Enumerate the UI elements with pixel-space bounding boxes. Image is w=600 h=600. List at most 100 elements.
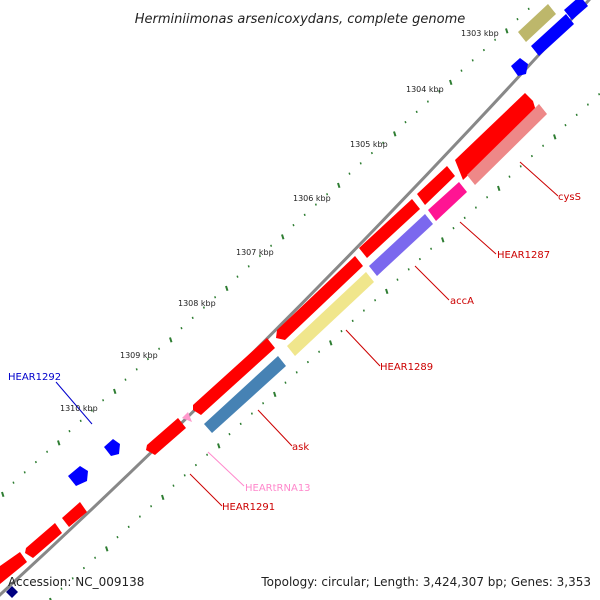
label-accA[interactable]: accA: [450, 296, 474, 307]
cds-reverse-HEAR1292[interactable]: [104, 439, 120, 456]
ruler-tick: [494, 38, 497, 41]
label-HEAR1287[interactable]: HEAR1287: [497, 250, 550, 261]
cds-forward-2[interactable]: [417, 166, 455, 205]
cds-reverse-small-1[interactable]: [511, 58, 528, 76]
cds-forward-8[interactable]: [25, 523, 62, 558]
kbp-label-1304: 1304 kbp: [406, 85, 444, 94]
ruler-tick: [68, 429, 71, 433]
ruler-tick: [82, 566, 85, 570]
ruler-tick: [194, 463, 197, 467]
cds-reverse-small-2[interactable]: [68, 466, 88, 486]
ruler-tick: [57, 440, 61, 446]
ruler-tick: [337, 182, 341, 189]
ruler-tick: [460, 69, 463, 72]
kbp-labels: 1303 kbp 1304 kbp 1305 kbp 1306 kbp 1307…: [60, 29, 499, 413]
kbp-label-1308: 1308 kbp: [178, 299, 216, 308]
ruler-tick: [105, 546, 109, 552]
label-HEAR1289[interactable]: HEAR1289: [380, 362, 433, 373]
trna-HEARtRNA13[interactable]: [182, 412, 192, 422]
ruler-tick: [183, 474, 186, 477]
ruler-tick: [463, 216, 466, 220]
ruler-tick: [598, 93, 600, 96]
cds-forward-1[interactable]: [455, 93, 536, 180]
ruler-tick: [250, 412, 253, 415]
ruler-tick: [362, 309, 365, 312]
cds-reverse-top-1[interactable]: [564, 0, 588, 20]
ruler-tick: [292, 223, 295, 227]
ruler-tick: [150, 505, 153, 508]
cds-forward-5[interactable]: [193, 338, 275, 415]
ruler-tick: [94, 556, 97, 559]
callout-HEAR1291: [189, 473, 223, 507]
cds-reverse-bottom[interactable]: [6, 586, 18, 598]
ruler-tick: [508, 175, 511, 178]
feature-cysS[interactable]: [467, 104, 547, 185]
features-layer: [0, 0, 588, 598]
kbp-label-1307: 1307 kbp: [236, 248, 274, 257]
ruler-tick: [281, 234, 285, 240]
ruler-tick: [415, 110, 418, 114]
kbp-label-1306: 1306 kbp: [293, 194, 331, 203]
feature-HEAR1289[interactable]: [287, 272, 374, 356]
ruler-tick: [385, 288, 389, 295]
ruler-tick: [426, 100, 429, 103]
feature-accA[interactable]: [369, 214, 433, 276]
cds-forward-7[interactable]: [62, 502, 87, 527]
ruler-tick: [306, 360, 309, 364]
ruler-tick: [382, 141, 385, 144]
ruler-tick: [505, 28, 509, 34]
ruler-tick: [79, 419, 82, 423]
ruler-tick: [116, 535, 119, 539]
ruler-tick: [161, 494, 165, 501]
ruler-tick: [23, 471, 26, 474]
ruler-tick: [102, 399, 105, 402]
ruler-tick: [169, 337, 173, 343]
ruler-tick: [46, 450, 49, 453]
ruler-tick: [247, 265, 250, 268]
ruler-tick: [180, 326, 183, 330]
inner-ruler-ticks: [49, 93, 600, 600]
ruler-tick: [516, 17, 519, 21]
label-HEAR1292[interactable]: HEAR1292: [8, 372, 61, 383]
cds-reverse-top-2[interactable]: [531, 14, 574, 56]
ruler-tick: [374, 299, 377, 302]
ruler-tick: [127, 525, 130, 529]
ruler-tick: [90, 409, 93, 412]
ruler-tick: [575, 113, 578, 117]
ruler-tick: [359, 162, 362, 165]
kbp-label-1310: 1310 kbp: [60, 404, 98, 413]
cds-forward-3[interactable]: [359, 199, 420, 258]
ruler-tick: [314, 203, 317, 206]
ruler-tick: [542, 144, 545, 147]
cds-forward-4[interactable]: [276, 256, 363, 340]
label-ask[interactable]: ask: [292, 442, 309, 453]
cds-forward-9[interactable]: [0, 552, 27, 584]
kbp-label-1309: 1309 kbp: [120, 351, 158, 360]
label-cysS[interactable]: cysS: [558, 192, 581, 203]
outer-ruler-ticks: [1, 7, 530, 498]
ruler-tick: [471, 59, 474, 62]
ruler-tick: [258, 254, 261, 258]
ruler-tick: [135, 368, 138, 371]
feature-olive-top[interactable]: [518, 4, 556, 42]
cds-forward-6[interactable]: [146, 418, 186, 455]
ruler-tick: [217, 443, 221, 449]
callout-ask: [257, 409, 293, 447]
ruler-tick: [393, 131, 397, 137]
feature-ask[interactable]: [204, 356, 286, 433]
ruler-tick: [404, 120, 407, 124]
ruler-tick: [527, 7, 530, 11]
ruler-tick: [351, 319, 354, 323]
ruler-tick: [449, 79, 453, 86]
label-HEAR1291[interactable]: HEAR1291: [222, 502, 275, 513]
ruler-tick: [474, 206, 477, 209]
ruler-tick: [348, 172, 351, 175]
ruler-tick: [49, 597, 52, 600]
ruler-tick: [284, 381, 287, 384]
ruler-tick: [586, 103, 589, 106]
feature-HEAR1287[interactable]: [428, 182, 467, 221]
ruler-tick: [318, 350, 321, 353]
ruler-tick: [452, 226, 455, 230]
label-HEARtRNA13[interactable]: HEARtRNA13: [245, 483, 311, 494]
